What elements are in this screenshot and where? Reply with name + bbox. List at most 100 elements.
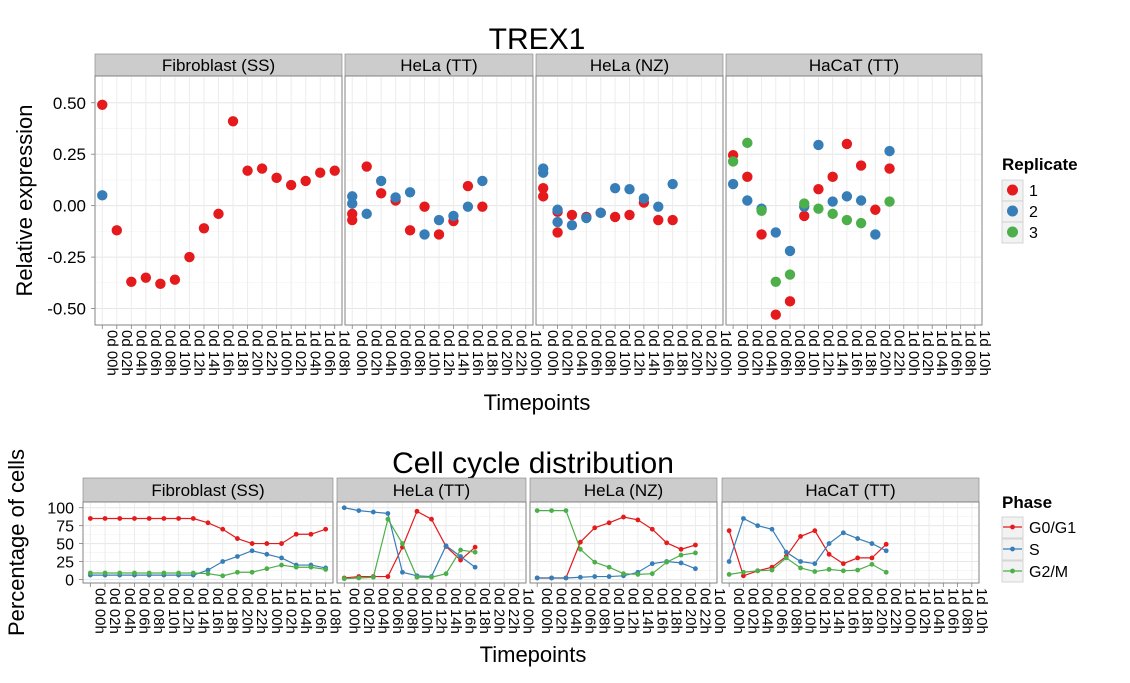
data-point [741, 569, 746, 575]
data-point [799, 198, 810, 209]
data-point [285, 179, 297, 191]
data-point [184, 251, 195, 263]
data-point [370, 574, 376, 580]
data-point [577, 574, 583, 580]
data-point [869, 555, 875, 561]
data-point [205, 567, 211, 573]
data-point [300, 175, 311, 187]
data-point [678, 552, 684, 558]
x-tick-label: 1d 08h [962, 330, 979, 376]
data-point [798, 565, 803, 571]
x-tick-label: 0d 14h [454, 330, 471, 376]
x-tick-label: 0d 16h [209, 588, 226, 634]
data-point [884, 145, 895, 157]
data-point [293, 564, 299, 570]
x-tick-label: 1d 00h [905, 330, 922, 376]
data-point [592, 525, 598, 531]
data-point [756, 205, 767, 216]
data-point [784, 269, 796, 280]
series-line [728, 517, 887, 565]
x-tick-label: 0d 00h [345, 588, 362, 634]
x-tick-label: 0d 14h [447, 588, 464, 634]
x-tick-label: 1d 04h [307, 330, 324, 376]
x-tick-label: 0d 08h [150, 588, 167, 634]
data-point [472, 544, 478, 550]
data-point [826, 566, 832, 572]
series-line [344, 507, 476, 578]
x-tick-label: 0d 04h [573, 330, 590, 376]
x-tick-label: 1d 00h [711, 588, 728, 634]
data-point [458, 554, 463, 559]
x-tick-label: 0d 00h [734, 330, 751, 376]
data-point [140, 272, 152, 283]
x-tick-label: 0d 10h [616, 330, 633, 376]
data-point [227, 116, 239, 127]
x-tick-label: 0d 12h [816, 588, 833, 634]
data-point [361, 161, 372, 172]
x-tick-label: 0d 16h [469, 330, 486, 376]
series-line [344, 510, 476, 579]
series-g2-m [534, 508, 698, 577]
x-tick-label: 1d 00h [717, 330, 734, 376]
legend-key-point [1007, 184, 1018, 196]
data-point [693, 542, 698, 548]
data-point [678, 560, 684, 566]
x-tick-label: 0d 12h [433, 588, 450, 634]
data-point [840, 530, 846, 536]
data-point [448, 210, 459, 222]
x-tick-label: 0d 22h [887, 588, 904, 634]
data-point [235, 554, 240, 559]
x-tick-label: 1d 08h [327, 588, 344, 634]
data-point [667, 178, 678, 190]
x-tick-label: 0d 04h [374, 588, 391, 634]
x-tick-label: 0d 02h [106, 588, 123, 634]
data-point [769, 567, 775, 573]
x-tick-label: 0d 08h [787, 588, 804, 634]
data-point [400, 541, 405, 546]
data-point [220, 559, 226, 564]
data-point [727, 178, 739, 190]
x-tick-label: 0d 16h [659, 330, 676, 376]
data-point [870, 229, 881, 240]
data-point [279, 555, 284, 561]
data-point [606, 520, 612, 526]
data-point [664, 540, 670, 546]
x-tick-label: 0d 20h [682, 588, 699, 634]
panel-border [721, 501, 980, 584]
data-point [726, 559, 732, 564]
x-tick-label: 0d 18h [668, 588, 685, 634]
data-point [414, 574, 420, 580]
data-point [111, 225, 122, 236]
data-point [667, 214, 678, 226]
legend: Phase G0/G1 S G2/M [1001, 493, 1076, 583]
data-point [534, 575, 540, 581]
x-axis-label: Timepoints [480, 642, 587, 667]
x-tick-label: 1d 04h [933, 330, 950, 376]
x-tick-label: 1d 04h [297, 588, 314, 634]
data-point [271, 172, 282, 184]
data-point [264, 566, 270, 572]
x-tick-label: 0d 00h [91, 588, 108, 634]
data-point [783, 555, 789, 561]
data-point [169, 274, 181, 285]
data-point [592, 574, 598, 579]
x-tick-label: 0d 16h [653, 588, 670, 634]
data-point [813, 183, 824, 195]
data-point [429, 574, 434, 580]
x-tick-label: 0d 04h [132, 330, 149, 376]
series-2b [537, 163, 563, 215]
x-tick-label: 0d 04h [759, 588, 776, 634]
data-point [97, 190, 108, 201]
data-point [205, 571, 211, 577]
x-tick-label: 0d 02h [744, 588, 761, 634]
x-tick-label: 1d 06h [947, 330, 964, 376]
x-tick-label: 1d 00h [520, 588, 537, 634]
data-point [840, 561, 846, 567]
data-point [798, 559, 803, 564]
data-point [293, 531, 299, 537]
data-point [537, 163, 549, 174]
series-s [726, 516, 889, 567]
legend-key-point [1010, 524, 1015, 530]
data-point [813, 139, 824, 151]
